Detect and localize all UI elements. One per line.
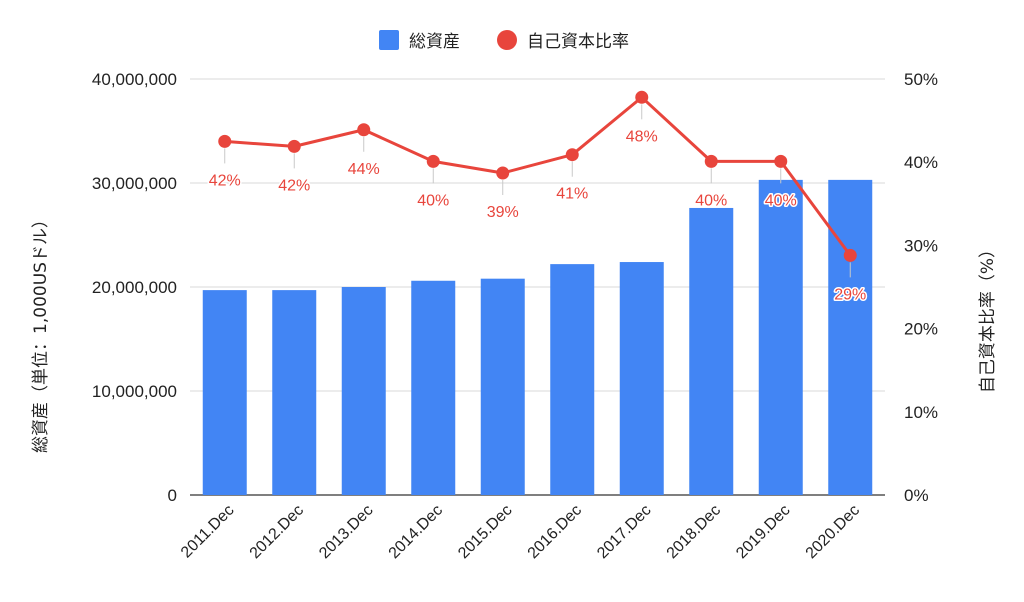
legend-label-equity-ratio: 自己資本比率: [527, 32, 629, 52]
right-tick-label: 30%: [904, 236, 938, 255]
x-tick-label: 2018.Dec: [664, 502, 724, 562]
line-point: [426, 154, 440, 168]
right-tick-label: 40%: [904, 153, 938, 172]
data-label: 39%: [487, 204, 519, 221]
data-label: 40%: [765, 192, 797, 209]
data-label: 42%: [209, 172, 241, 189]
legend: 総資産 自己資本比率: [379, 30, 629, 52]
right-tick-label: 0%: [904, 486, 929, 505]
data-label: 44%: [348, 161, 380, 178]
x-tick-label: 2017.Dec: [594, 502, 654, 562]
data-labels: 42% 42% 44% 40% 39% 41% 48% 40% 40% 29%: [207, 127, 868, 305]
left-axis-title: 総資産（単位：1,000USドル）: [31, 211, 51, 453]
right-tick-label: 20%: [904, 320, 938, 339]
line-point: [704, 154, 718, 168]
left-tick-label: 10,000,000: [92, 382, 177, 401]
left-tick-label: 20,000,000: [92, 278, 177, 297]
legend-marker-equity-ratio: [497, 30, 517, 50]
x-tick-label: 2019.Dec: [733, 502, 793, 562]
left-tick-label: 30,000,000: [92, 174, 177, 193]
line-point: [218, 134, 232, 148]
data-label: 42%: [278, 177, 310, 194]
left-tick-label: 40,000,000: [92, 70, 177, 89]
x-axis-ticks: 2011.Dec 2012.Dec 2013.Dec 2014.Dec 2015.Dec…: [178, 502, 863, 562]
x-tick-label: 2011.Dec: [178, 502, 238, 562]
line-point: [635, 90, 649, 104]
data-label: 41%: [556, 186, 588, 203]
bar-series: [202, 179, 873, 495]
label-guides: [224, 104, 851, 278]
bar: [550, 264, 595, 495]
bar: [758, 179, 803, 495]
line-point: [496, 166, 510, 180]
x-tick-label: 2013.Dec: [316, 502, 376, 562]
line-point: [287, 139, 301, 153]
bar: [480, 278, 525, 495]
line-point: [774, 154, 788, 168]
data-label: 40%: [695, 192, 727, 209]
right-axis-title: 自己資本比率（%）: [978, 241, 998, 393]
bar: [689, 207, 734, 495]
line-point: [357, 123, 371, 137]
right-axis-ticks: 0% 10% 20% 30% 40% 50%: [904, 70, 938, 505]
bar: [828, 179, 873, 495]
left-axis-ticks: 0 10,000,000 20,000,000 30,000,000 40,000,00…: [92, 70, 177, 505]
equity-ratio-line: [224, 95, 852, 257]
right-tick-label: 10%: [904, 403, 938, 422]
legend-swatch-total-assets: [379, 30, 399, 50]
data-label: 48%: [626, 128, 658, 145]
line-point: [565, 148, 579, 162]
x-tick-label: 2016.Dec: [525, 502, 585, 562]
data-label: 40%: [417, 192, 449, 209]
bar: [202, 290, 247, 495]
legend-label-total-assets: 総資産: [409, 32, 460, 52]
data-label: 29%: [834, 286, 866, 303]
bar: [619, 262, 664, 495]
x-tick-label: 2020.Dec: [803, 502, 863, 562]
x-tick-label: 2014.Dec: [386, 502, 446, 562]
right-tick-label: 50%: [904, 70, 938, 89]
x-tick-label: 2012.Dec: [247, 502, 307, 562]
bar: [272, 290, 317, 495]
bar: [341, 287, 386, 495]
left-tick-label: 0: [168, 486, 177, 505]
line-point: [843, 248, 857, 262]
line-series: [218, 90, 857, 262]
x-tick-label: 2015.Dec: [455, 502, 515, 562]
bar: [411, 280, 456, 495]
